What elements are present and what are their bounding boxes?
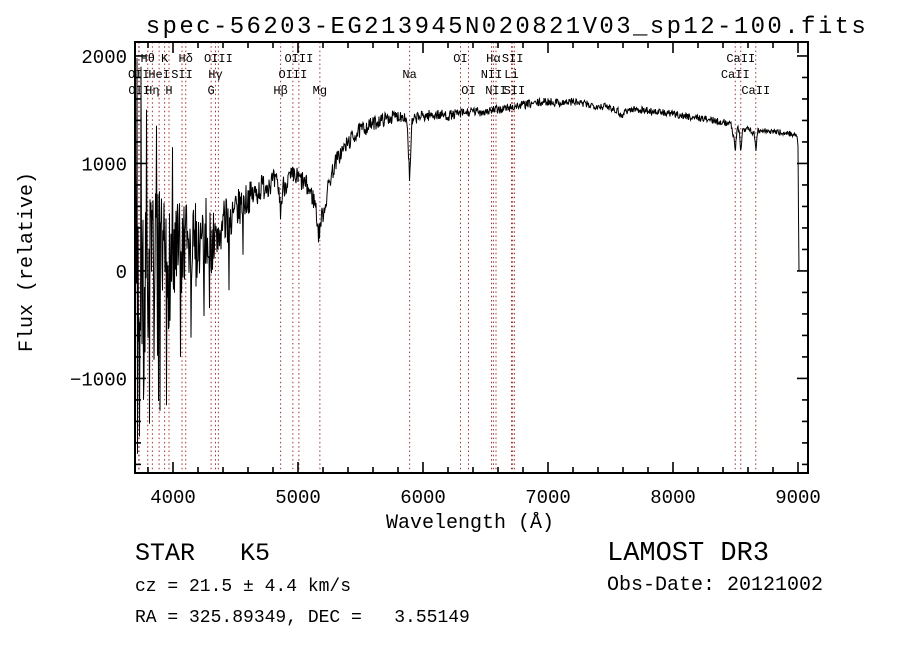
spectral-line-label: SII bbox=[502, 52, 524, 66]
spectral-line-label: OI bbox=[453, 52, 467, 66]
y-tick-label: 1000 bbox=[81, 154, 127, 176]
y-tick-label: 0 bbox=[116, 262, 127, 284]
spectral-line-label: OI bbox=[461, 84, 475, 98]
spectral-line-label: Hγ bbox=[208, 68, 222, 82]
spectral-line-label: Li bbox=[504, 68, 518, 82]
x-tick-label: 8000 bbox=[650, 487, 696, 509]
spectral-line-label: CaII bbox=[721, 68, 750, 82]
spectral-line-label: Hθ bbox=[141, 52, 155, 66]
classification-text: STAR K5 bbox=[135, 539, 270, 568]
spectral-line-label: OII bbox=[128, 84, 150, 98]
spectral-line-label: OII bbox=[128, 68, 150, 82]
spectral-line-label: H bbox=[165, 84, 172, 98]
spectral-line-label: G bbox=[208, 84, 215, 98]
spectral-line-label: SII bbox=[504, 84, 526, 98]
spectral-line-label: Na bbox=[402, 68, 416, 82]
plot-frame bbox=[134, 41, 809, 474]
plot-title: spec-56203-EG213945N020821V03_sp12-100.f… bbox=[146, 14, 869, 41]
spectral-line-label: NII bbox=[485, 84, 507, 98]
y-tick-label: 2000 bbox=[81, 47, 127, 69]
spectral-line-label: Hδ bbox=[179, 52, 193, 66]
spectral-line-label: OIII bbox=[278, 68, 307, 82]
ra-dec-text: RA = 325.89349, DEC = 3.55149 bbox=[135, 608, 470, 628]
spectral-line-label: NII bbox=[481, 68, 503, 82]
spectral-line-label: SII bbox=[171, 68, 193, 82]
survey-release-text: LAMOST DR3 bbox=[607, 539, 769, 569]
x-tick-label: 6000 bbox=[400, 487, 446, 509]
x-tick-label: 4000 bbox=[150, 487, 196, 509]
x-axis-label: Wavelength (Å) bbox=[386, 512, 554, 535]
spectral-line-label: CaII bbox=[726, 52, 755, 66]
spectral-line-label: Hβ bbox=[273, 84, 287, 98]
spectral-line-label: K bbox=[161, 52, 169, 66]
x-tick-label: 9000 bbox=[775, 487, 821, 509]
spectral-line-label: OIII bbox=[284, 52, 313, 66]
x-tick-label: 7000 bbox=[525, 487, 571, 509]
spectral-line-label: Hα bbox=[486, 52, 500, 66]
cz-text: cz = 21.5 ± 4.4 km/s bbox=[135, 577, 351, 597]
spectrum-curve bbox=[134, 58, 800, 454]
x-tick-label: 5000 bbox=[275, 487, 321, 509]
y-axis-label: Flux (relative) bbox=[16, 172, 39, 352]
obs-date-text: Obs-Date: 20121002 bbox=[607, 574, 823, 597]
plot-area: OII OII Hθ Hη HeI K H SII Hδ G Hγ OIII Hβ OIII OIII Mg N… bbox=[70, 41, 821, 509]
spectral-line-label: Hη bbox=[145, 84, 159, 98]
spectral-line-label: Mg bbox=[313, 84, 327, 98]
spectral-line-label: CaII bbox=[741, 84, 770, 98]
y-tick-label: −1000 bbox=[70, 369, 127, 391]
spectral-line-label: HeI bbox=[148, 68, 170, 82]
spectral-line-label: OIII bbox=[204, 52, 233, 66]
